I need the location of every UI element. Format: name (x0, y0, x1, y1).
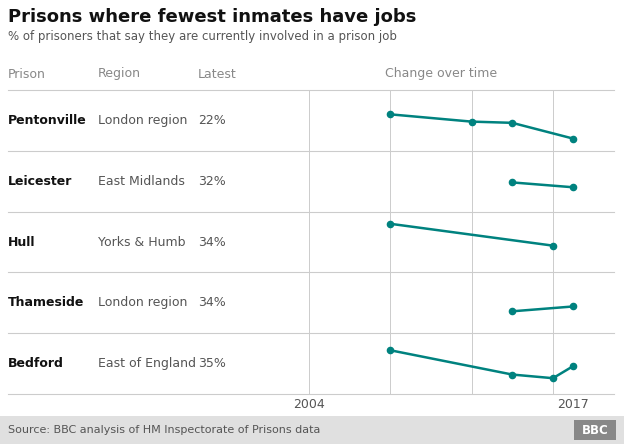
Point (568, 184, 578, 191)
Point (568, 135, 578, 142)
Point (385, 220, 395, 227)
Point (385, 347, 395, 354)
Text: 22%: 22% (198, 114, 226, 127)
Point (568, 362, 578, 369)
Text: Thameside: Thameside (8, 296, 84, 309)
Text: East of England: East of England (98, 357, 196, 370)
Text: Source: BBC analysis of HM Inspectorate of Prisons data: Source: BBC analysis of HM Inspectorate … (8, 425, 320, 435)
Point (467, 118, 477, 125)
Point (507, 179, 517, 186)
Text: Prisons where fewest inmates have jobs: Prisons where fewest inmates have jobs (8, 8, 416, 26)
Text: Bedford: Bedford (8, 357, 64, 370)
Text: East Midlands: East Midlands (98, 174, 185, 188)
Bar (0, 416, 624, 444)
Text: London region: London region (98, 296, 187, 309)
Bar (574, 420, 616, 440)
Point (568, 303, 578, 310)
Text: 32%: 32% (198, 174, 226, 188)
Text: Latest: Latest (198, 67, 236, 80)
Text: 2004: 2004 (293, 398, 324, 411)
Text: Region: Region (98, 67, 141, 80)
Text: London region: London region (98, 114, 187, 127)
Text: Leicester: Leicester (8, 174, 72, 188)
Point (507, 308, 517, 315)
Text: Hull: Hull (8, 235, 36, 249)
Text: Prison: Prison (8, 67, 46, 80)
Text: 34%: 34% (198, 235, 226, 249)
Point (385, 111, 395, 118)
Text: 34%: 34% (198, 296, 226, 309)
Text: % of prisoners that say they are currently involved in a prison job: % of prisoners that say they are current… (8, 30, 397, 43)
Text: 35%: 35% (198, 357, 226, 370)
Text: Yorks & Humb: Yorks & Humb (98, 235, 185, 249)
Point (548, 242, 558, 249)
Point (548, 375, 558, 382)
Text: BBC: BBC (582, 424, 608, 436)
Point (507, 119, 517, 127)
Text: Pentonville: Pentonville (8, 114, 87, 127)
Text: 2017: 2017 (557, 398, 589, 411)
Point (507, 371, 517, 378)
Text: Change over time: Change over time (385, 67, 497, 80)
